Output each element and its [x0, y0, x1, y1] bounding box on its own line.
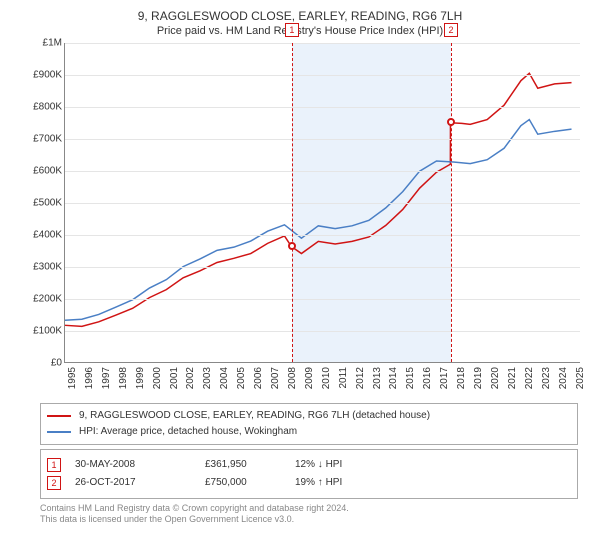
sale-delta: 19% ↑ HPI [295, 474, 571, 492]
x-tick-label: 2007 [270, 367, 281, 389]
attribution-line: Contains HM Land Registry data © Crown c… [40, 503, 578, 515]
x-tick-label: 2004 [219, 367, 230, 389]
gridline [65, 107, 580, 108]
x-tick-label: 1998 [118, 367, 129, 389]
series-line-price_paid [65, 73, 572, 326]
x-tick-label: 2014 [388, 367, 399, 389]
x-tick-label: 1995 [67, 367, 78, 389]
x-tick-label: 2000 [152, 367, 163, 389]
sale-date: 30-MAY-2008 [75, 456, 205, 474]
y-tick-label: £100K [18, 325, 62, 336]
x-tick-label: 1997 [101, 367, 112, 389]
legend: 9, RAGGLESWOOD CLOSE, EARLEY, READING, R… [40, 403, 578, 445]
gridline [65, 171, 580, 172]
gridline [65, 267, 580, 268]
y-tick-label: £800K [18, 101, 62, 112]
sale-price: £361,950 [205, 456, 295, 474]
x-tick-label: 2016 [422, 367, 433, 389]
legend-swatch [47, 431, 71, 433]
legend-label: HPI: Average price, detached house, Woki… [79, 424, 297, 440]
figure-root: 9, RAGGLESWOOD CLOSE, EARLEY, READING, R… [0, 0, 600, 560]
x-tick-label: 2001 [169, 367, 180, 389]
attribution: Contains HM Land Registry data © Crown c… [40, 503, 578, 526]
sale-vline [292, 43, 293, 362]
sale-marker-box: 2 [444, 23, 458, 37]
x-tick-label: 1996 [84, 367, 95, 389]
x-tick-label: 2025 [575, 367, 586, 389]
x-tick-label: 2011 [338, 367, 349, 389]
x-tick-label: 2006 [253, 367, 264, 389]
chart-title: 9, RAGGLESWOOD CLOSE, EARLEY, READING, R… [10, 8, 590, 25]
sale-delta: 12% ↓ HPI [295, 456, 571, 474]
x-tick-label: 2018 [456, 367, 467, 389]
attribution-line: This data is licensed under the Open Gov… [40, 514, 578, 526]
x-tick-label: 2002 [185, 367, 196, 389]
y-tick-label: £400K [18, 229, 62, 240]
legend-row: 9, RAGGLESWOOD CLOSE, EARLEY, READING, R… [47, 408, 571, 424]
gridline [65, 299, 580, 300]
x-tick-label: 2019 [473, 367, 484, 389]
y-axis: £0£100K£200K£300K£400K£500K£600K£700K£80… [18, 43, 62, 363]
legend-swatch [47, 415, 71, 417]
sale-marker-box: 1 [285, 23, 299, 37]
x-axis: 1995 1996 1997 1998 1999 2000 2001 2002 2003 2004… [64, 367, 580, 403]
x-tick-label: 2021 [507, 367, 518, 389]
sale-marker-icon: 2 [47, 476, 61, 490]
sale-row: 1 30-MAY-2008£361,95012% ↓ HPI [47, 456, 571, 474]
sales-table: 1 30-MAY-2008£361,95012% ↓ HPI 2 26-OCT-201… [40, 449, 578, 499]
series-line-hpi [65, 119, 572, 320]
x-tick-label: 2024 [558, 367, 569, 389]
x-tick-label: 2017 [439, 367, 450, 389]
y-tick-label: £500K [18, 197, 62, 208]
x-tick-label: 2022 [524, 367, 535, 389]
plot-region: 12 [64, 43, 580, 363]
chart-area: £0 £100K £200K £300K £400K £500K £600K £700K £80… [20, 43, 580, 403]
x-tick-label: 2009 [304, 367, 315, 389]
gridline [65, 139, 580, 140]
sale-date: 26-OCT-2017 [75, 474, 205, 492]
x-tick-label: 2015 [405, 367, 416, 389]
legend-row: HPI: Average price, detached house, Woki… [47, 424, 571, 440]
gridline [65, 75, 580, 76]
y-tick-label: £0 [18, 357, 62, 368]
sale-marker-icon: 1 [47, 458, 61, 472]
gridline [65, 43, 580, 44]
x-tick-label: 2008 [287, 367, 298, 389]
x-tick-label: 1999 [135, 367, 146, 389]
y-tick-label: £900K [18, 69, 62, 80]
y-tick-label: £600K [18, 165, 62, 176]
legend-label: 9, RAGGLESWOOD CLOSE, EARLEY, READING, R… [79, 408, 430, 424]
sale-price: £750,000 [205, 474, 295, 492]
chart-subtitle: Price paid vs. HM Land Registry's House … [10, 25, 590, 37]
y-tick-label: £300K [18, 261, 62, 272]
x-tick-label: 2005 [236, 367, 247, 389]
sale-row: 2 26-OCT-2017£750,00019% ↑ HPI [47, 474, 571, 492]
gridline [65, 235, 580, 236]
x-tick-label: 2010 [321, 367, 332, 389]
x-tick-label: 2020 [490, 367, 501, 389]
x-tick-label: 2012 [355, 367, 366, 389]
gridline [65, 203, 580, 204]
y-tick-label: £1M [18, 37, 62, 48]
sale-marker-dot [447, 118, 455, 126]
x-tick-label: 2023 [541, 367, 552, 389]
y-tick-label: £200K [18, 293, 62, 304]
sale-vline [451, 43, 452, 362]
x-tick-label: 2013 [372, 367, 383, 389]
x-tick-label: 2003 [202, 367, 213, 389]
y-tick-label: £700K [18, 133, 62, 144]
sale-marker-dot [288, 242, 296, 250]
gridline [65, 331, 580, 332]
